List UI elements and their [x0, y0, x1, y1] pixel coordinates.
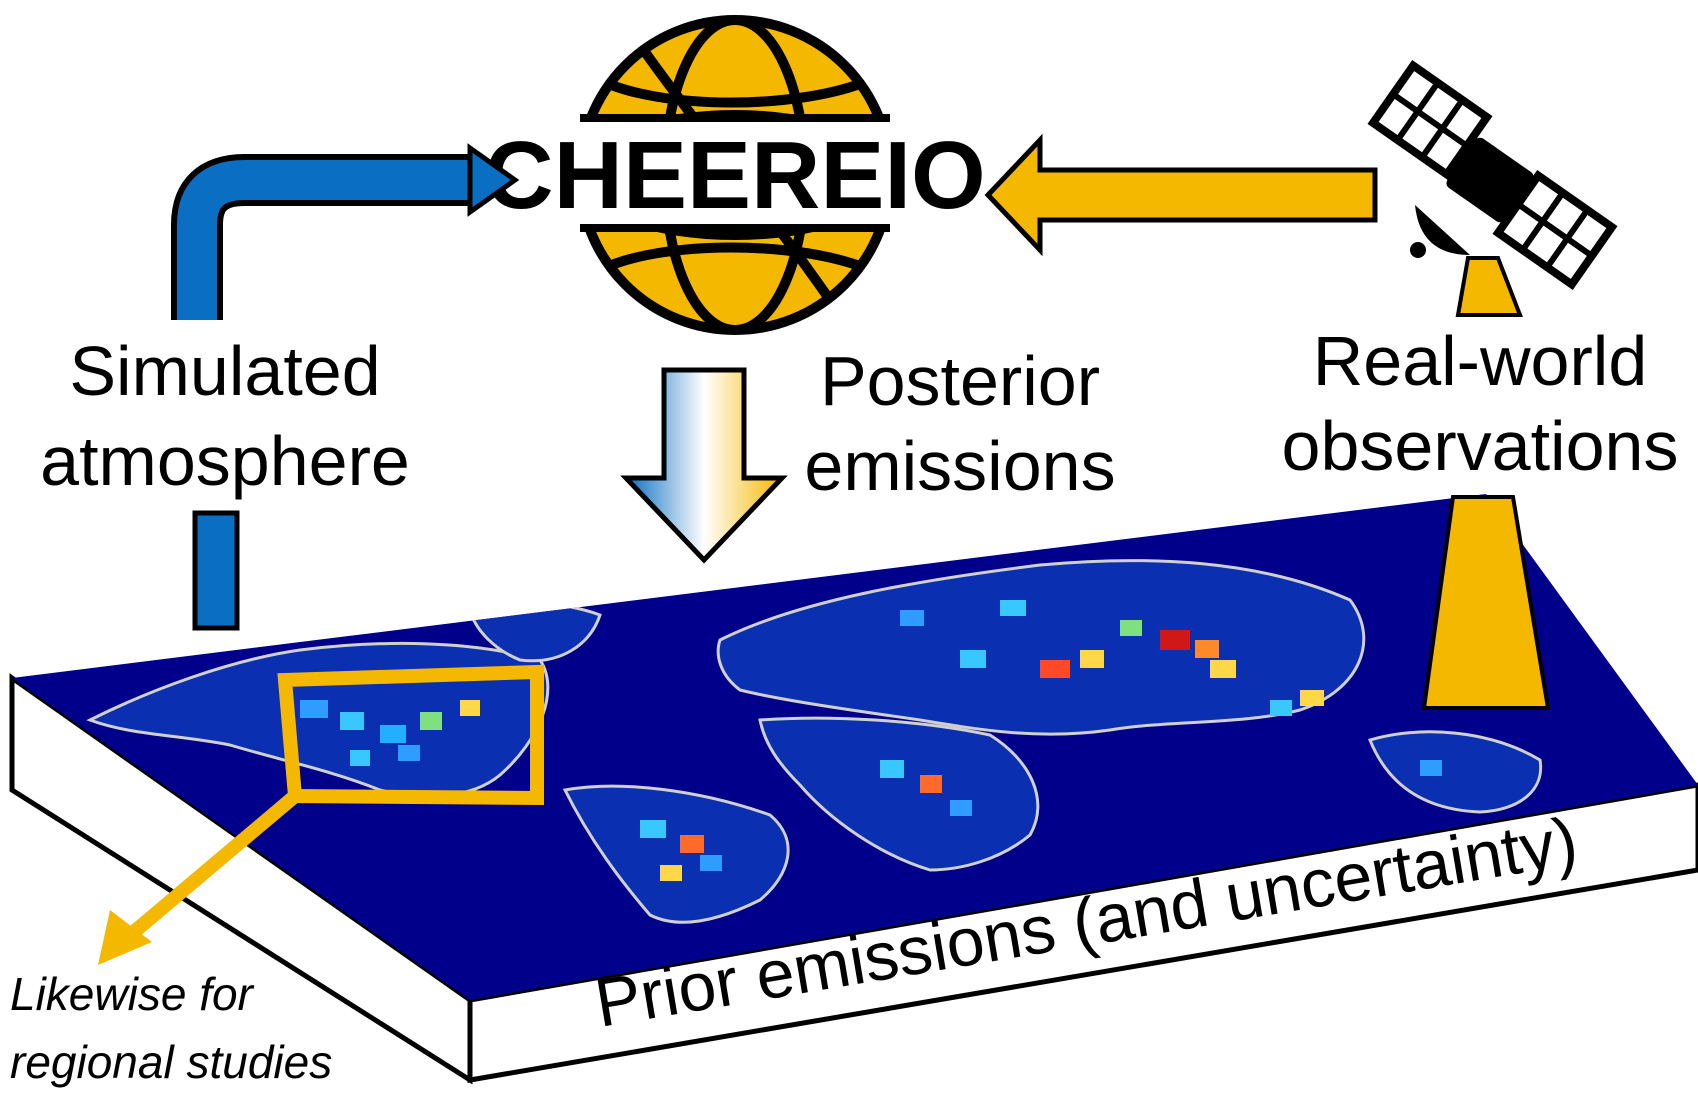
region-highlight-box [277, 664, 544, 806]
continent-africa [758, 716, 1040, 872]
region-arrow-shaft [123, 790, 300, 943]
slab-front-face [467, 782, 1698, 1083]
satellite-icon [1367, 59, 1618, 317]
label-realworld-line1: Real-world [1313, 322, 1648, 400]
prior-emissions-slab [9, 494, 1698, 1085]
label-realworld-line2: observations [1282, 407, 1679, 485]
continent-south-america [562, 784, 790, 924]
label-regional-line2: regional studies [10, 1036, 332, 1088]
observation-beam [1421, 495, 1551, 710]
label-posterior-line2: emissions [804, 427, 1115, 505]
label-regional-line1: Likewise for [10, 968, 255, 1020]
continent-australia [1367, 730, 1543, 814]
logo-band [520, 118, 950, 228]
label-simulated-line1: Simulated [69, 332, 380, 410]
simulated-atmosphere-arrow [171, 143, 520, 631]
continent-eurasia [716, 559, 1366, 736]
label-posterior-line1: Posterior [820, 342, 1100, 420]
globe-icon [520, 15, 950, 335]
logo-text: CHEEREIO [484, 122, 985, 229]
observations-arrow [984, 133, 1378, 257]
posterior-emissions-arrow [620, 367, 788, 564]
emission-hotspots [300, 600, 1442, 881]
label-simulated-line2: atmosphere [40, 422, 410, 500]
region-arrow-head [98, 910, 152, 965]
